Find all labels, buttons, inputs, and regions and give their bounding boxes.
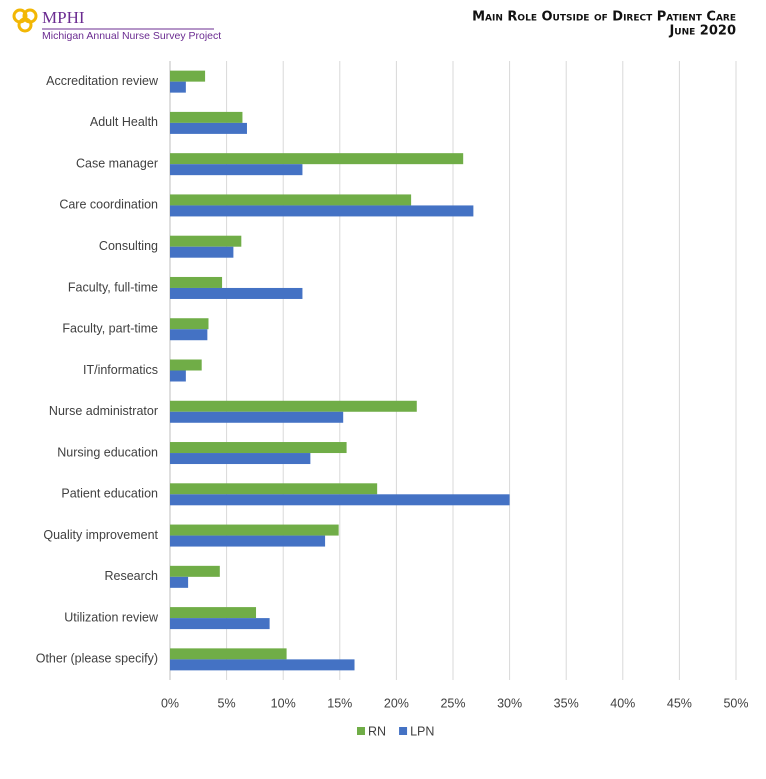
logo-text: MPHI: [42, 8, 85, 27]
bar: [170, 235, 242, 247]
y-tick-label: Patient education: [61, 487, 158, 501]
x-tick-label: 5%: [218, 696, 236, 710]
bar: [170, 81, 186, 93]
bar: [170, 276, 223, 288]
x-tick-label: 10%: [271, 696, 296, 710]
y-tick-label: Research: [105, 569, 159, 583]
x-tick-label: 25%: [440, 696, 465, 710]
legend-swatch: [357, 727, 365, 735]
bar: [170, 70, 206, 82]
x-tick-label: 50%: [723, 696, 748, 710]
bar: [170, 194, 412, 206]
y-tick-label: Quality improvement: [43, 528, 158, 542]
x-tick-label: 45%: [667, 696, 692, 710]
y-tick-label: Faculty, part-time: [62, 322, 158, 336]
bar: [170, 524, 339, 536]
bar: [170, 318, 209, 330]
legend-swatch: [399, 727, 408, 735]
bar: [170, 205, 474, 217]
bar: [170, 648, 287, 660]
chart-subtitle: June 2020: [668, 24, 736, 39]
bar: [170, 111, 243, 123]
x-tick-label: 15%: [327, 696, 352, 710]
x-tick-label: 35%: [554, 696, 579, 710]
bar: [170, 164, 303, 176]
bar: [170, 442, 347, 454]
x-tick-label: 20%: [384, 696, 409, 710]
bar: [170, 494, 510, 506]
legend-label: LPN: [410, 724, 434, 738]
x-tick-label: 30%: [497, 696, 522, 710]
bar: [170, 400, 417, 412]
bar: [170, 359, 202, 371]
y-tick-label: Accreditation review: [46, 74, 159, 88]
project-name: Michigan Annual Nurse Survey Project: [42, 30, 221, 42]
y-tick-label: Nurse administrator: [49, 404, 158, 418]
bar: [170, 565, 220, 577]
bar: [170, 453, 311, 465]
bar: [170, 411, 344, 423]
bar: [170, 287, 303, 299]
y-tick-label: IT/informatics: [83, 363, 158, 377]
bar: [170, 618, 270, 630]
y-tick-label: Adult Health: [90, 115, 158, 129]
bar: [170, 370, 186, 382]
logo: MPHI Michigan Annual Nurse Survey Projec…: [12, 8, 221, 42]
bar: [170, 153, 464, 165]
y-tick-label: Nursing education: [57, 445, 158, 459]
bar: [170, 659, 355, 671]
legend-label: RN: [368, 724, 386, 738]
y-tick-label: Consulting: [99, 239, 158, 253]
y-tick-label: Other (please specify): [36, 652, 158, 666]
y-tick-label: Faculty, full-time: [68, 280, 158, 294]
y-tick-label: Care coordination: [59, 198, 158, 212]
x-tick-label: 0%: [161, 696, 179, 710]
bar: [170, 607, 257, 619]
y-tick-label: Utilization review: [64, 610, 159, 624]
chart-title: Main Role Outside of Direct Patient Care: [472, 10, 736, 25]
bar: [170, 329, 208, 341]
bar: [170, 483, 378, 495]
y-tick-label: Case manager: [76, 156, 158, 170]
bar: [170, 576, 189, 588]
bar: [170, 122, 247, 134]
bar: [170, 246, 234, 258]
bar: [170, 535, 326, 547]
x-tick-label: 40%: [610, 696, 635, 710]
